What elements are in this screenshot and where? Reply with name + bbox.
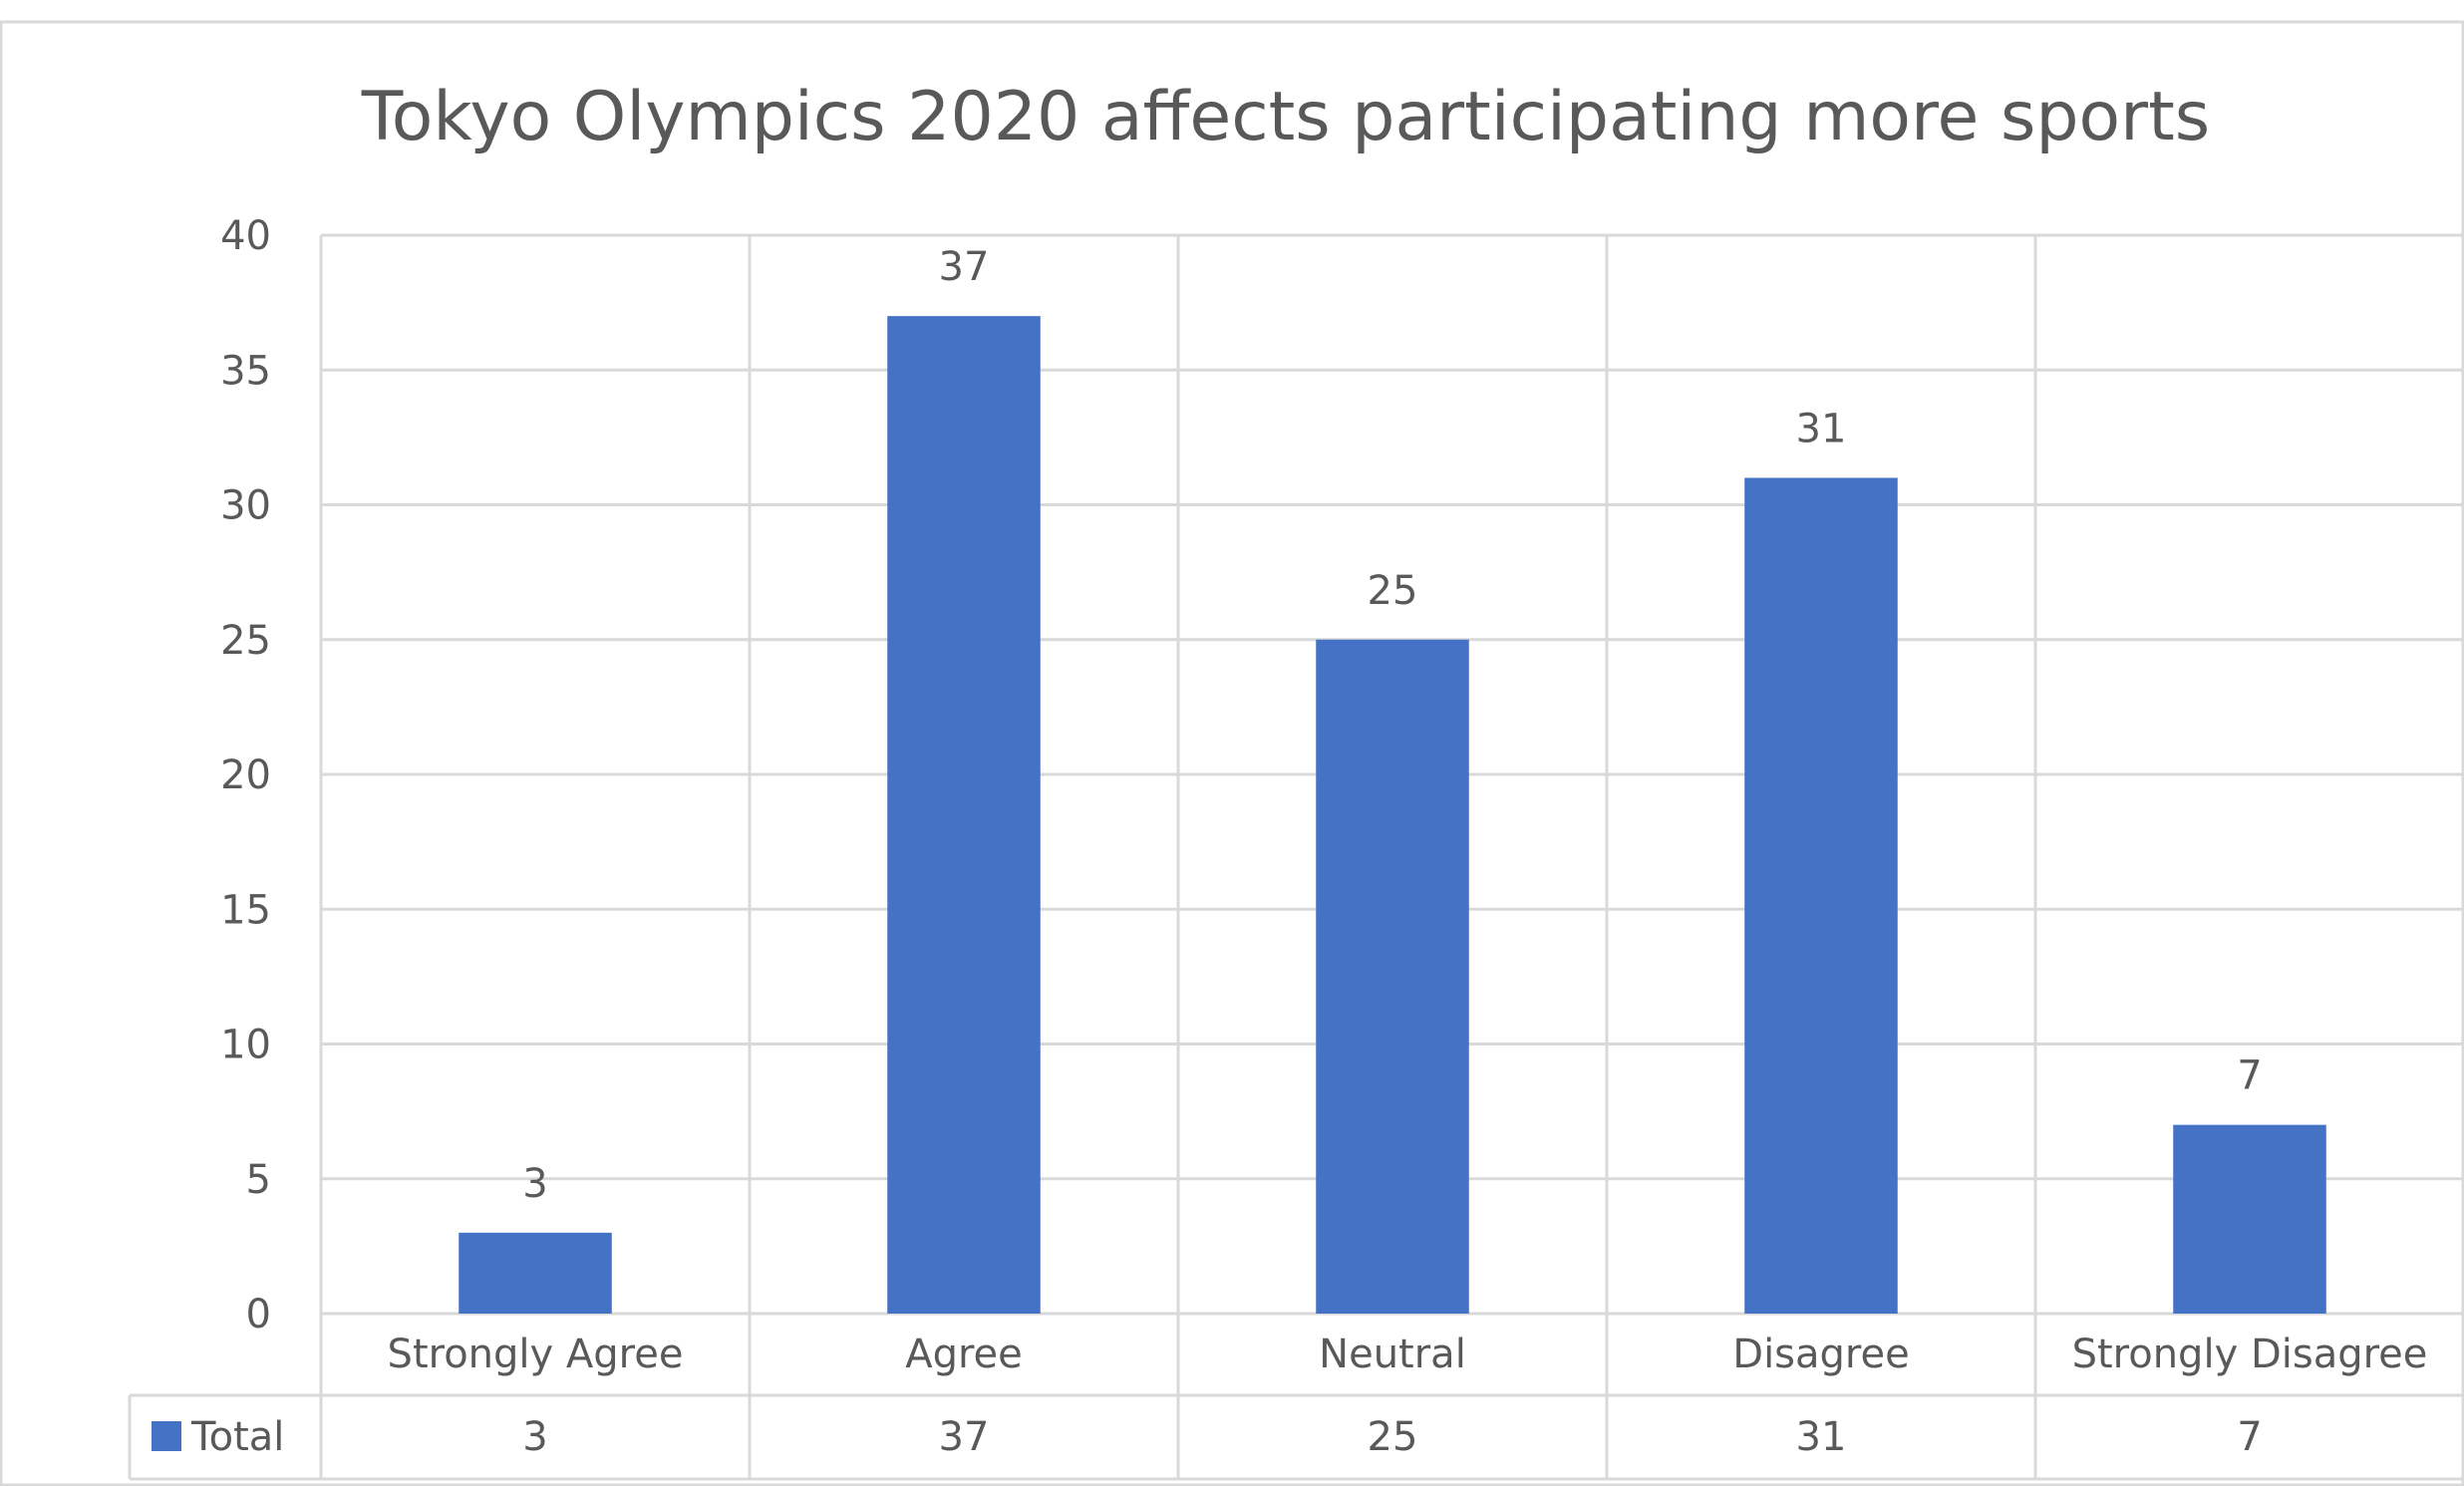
category-label: Agree [905, 1332, 1023, 1377]
y-tick-label: 10 [220, 1023, 271, 1068]
legend-label: Total [190, 1414, 284, 1460]
y-tick-label: 40 [220, 213, 271, 259]
table-value: 25 [1368, 1414, 1418, 1460]
data-label: 7 [2237, 1053, 2262, 1099]
legend-key [152, 1421, 181, 1451]
y-tick-label: 35 [220, 348, 271, 394]
data-label: 3 [522, 1161, 547, 1207]
y-tick-label: 25 [220, 618, 271, 664]
y-tick-label: 30 [220, 483, 271, 529]
table-value: 7 [2237, 1414, 2262, 1460]
bar [1744, 477, 1898, 1314]
chart-background [0, 20, 2464, 1486]
bar [2173, 1124, 2326, 1314]
table-value: 31 [1796, 1414, 1847, 1460]
data-label: 31 [1796, 406, 1847, 451]
bars [459, 316, 2326, 1314]
bar [459, 1232, 612, 1314]
y-tick-label: 0 [246, 1292, 271, 1337]
bar [1316, 639, 1469, 1314]
data-label: 25 [1368, 568, 1418, 614]
table-value: 37 [939, 1414, 990, 1460]
data-label: 37 [939, 244, 990, 290]
data-table: Strongly Agree 3 Agree 37 Neutral 25 Disagree 3… [128, 1332, 2464, 1481]
table-value: 3 [522, 1414, 547, 1460]
y-tick-label: 5 [246, 1157, 271, 1203]
category-label: Disagree [1732, 1332, 1909, 1377]
data-labels: 3 37 25 31 7 [522, 244, 2262, 1207]
category-label: Strongly Agree [388, 1332, 684, 1377]
y-tick-label: 20 [220, 752, 271, 798]
bar [887, 316, 1041, 1314]
y-axis: 0 5 10 15 20 25 30 35 40 [220, 213, 271, 1337]
chart-title: Tokyo Olympics 2020 affects participatin… [361, 78, 2210, 156]
category-label: Neutral [1319, 1332, 1466, 1377]
y-tick-label: 15 [220, 887, 271, 933]
category-label: Strongly Disagree [2072, 1332, 2428, 1377]
